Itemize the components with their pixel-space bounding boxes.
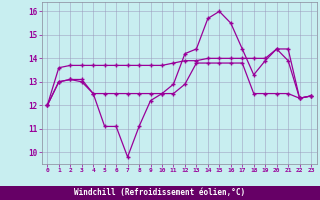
Text: Windchill (Refroidissement éolien,°C): Windchill (Refroidissement éolien,°C) (75, 188, 245, 198)
